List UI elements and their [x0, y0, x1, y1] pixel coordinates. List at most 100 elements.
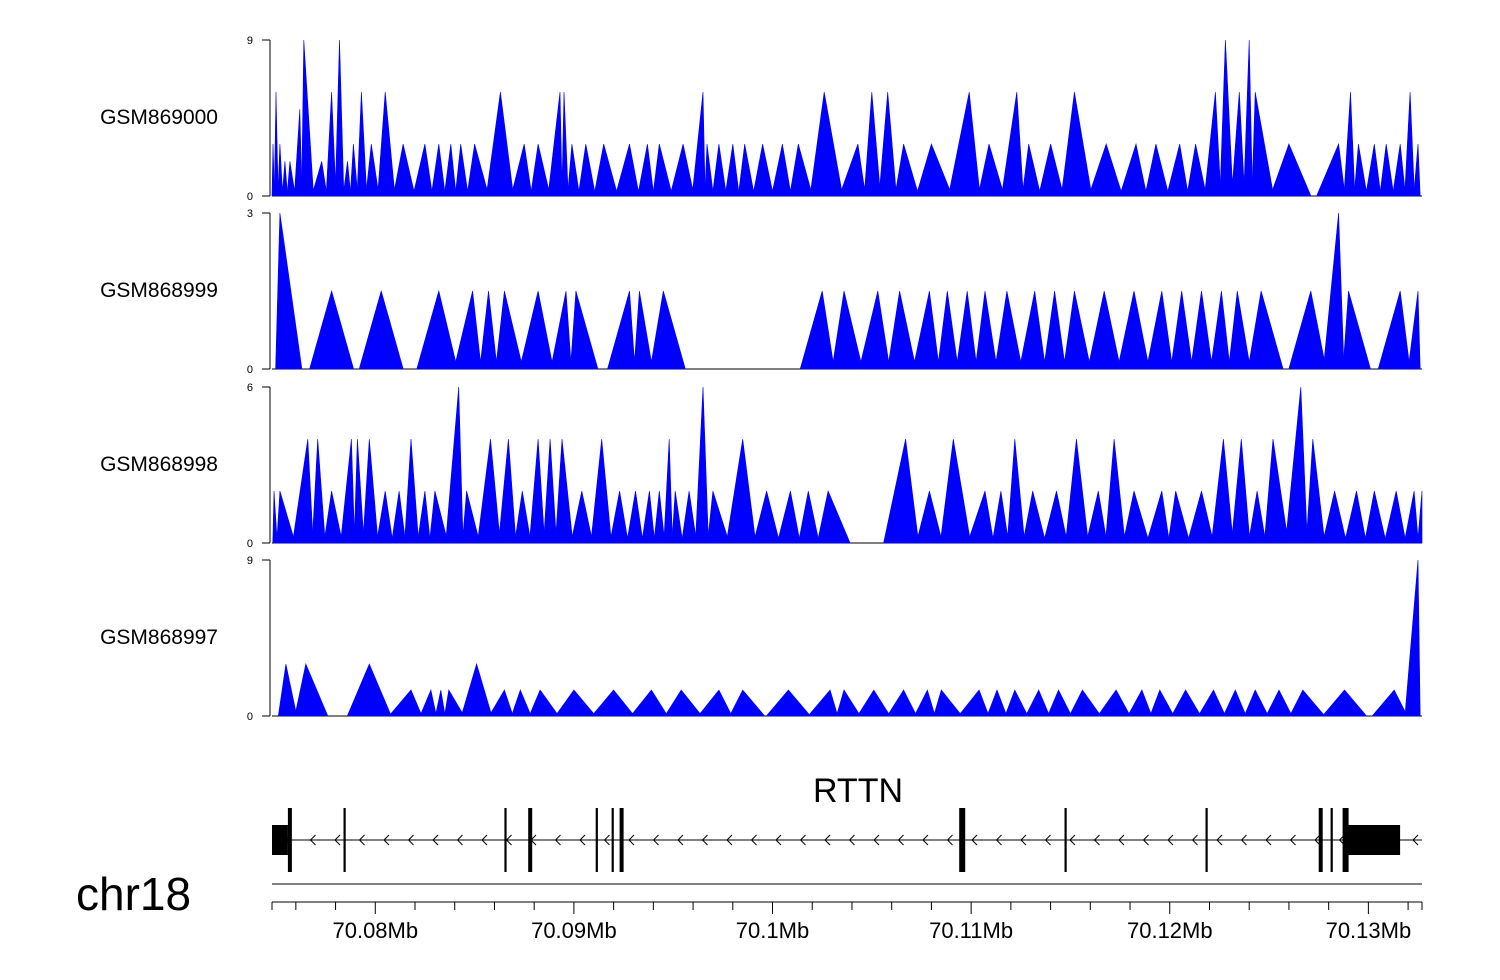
chromosome-label: chr18 — [76, 868, 191, 920]
strand-arrow — [383, 834, 390, 846]
strand-arrow — [677, 834, 684, 846]
coverage-peak — [1364, 490, 1387, 544]
coverage-peak — [1288, 290, 1327, 370]
y-tick-label-max: 9 — [247, 555, 253, 567]
coverage-peak — [445, 386, 464, 544]
coverage-peak — [887, 290, 917, 370]
coverage-peak — [1247, 290, 1284, 370]
coverage-peak — [1417, 490, 1423, 544]
coverage-peak — [377, 91, 396, 197]
coverage-peak — [1243, 689, 1269, 717]
axis-tick-label: 70.12Mb — [1127, 918, 1213, 943]
coverage-peak — [1006, 438, 1026, 544]
coverage-peak — [691, 91, 706, 197]
coverage-peak — [346, 663, 392, 717]
coverage-peak — [461, 490, 481, 544]
coverage-peak — [1146, 490, 1170, 544]
coverage-peak — [798, 490, 820, 544]
coverage-peak — [1186, 490, 1214, 544]
strand-arrow — [971, 834, 978, 846]
coverage-peak — [273, 91, 279, 197]
coverage-peak — [1197, 689, 1226, 717]
coverage-peak — [1322, 212, 1345, 370]
coverage-peak — [1166, 143, 1189, 197]
coverage-peak — [1379, 143, 1395, 197]
coverage-peak — [349, 143, 359, 197]
coverage-peak — [1146, 290, 1174, 370]
coverage-peak — [858, 290, 891, 370]
coverage-peak — [937, 290, 959, 370]
coverage-peak — [641, 490, 656, 544]
coverage-peak — [629, 689, 669, 717]
gene-exon — [959, 808, 966, 872]
coverage-peak — [593, 143, 619, 197]
strand-arrow — [554, 834, 561, 846]
coverage-peak — [365, 143, 380, 197]
coverage-peak — [789, 143, 813, 197]
strand-arrow — [824, 834, 831, 846]
strand-arrow — [1216, 834, 1223, 846]
coverage-peak — [939, 438, 972, 544]
coverage-peak — [1119, 142, 1148, 197]
strand-arrow — [1265, 834, 1272, 846]
coverage-peak — [807, 689, 839, 717]
strand-arrow — [579, 834, 586, 846]
coverage-peak — [886, 689, 918, 717]
coverage-peak — [894, 143, 920, 197]
coverage-peak — [528, 689, 560, 717]
coverage-peak — [1186, 143, 1207, 197]
strand-arrow — [432, 834, 439, 846]
coverage-peak — [809, 91, 844, 197]
coverage-peak — [1344, 490, 1367, 544]
coverage-peak — [444, 689, 465, 717]
gene-exon — [619, 808, 624, 872]
track-label: GSM868999 — [100, 279, 218, 302]
coverage-peak — [362, 438, 379, 544]
gene-exon — [272, 825, 288, 855]
coverage-peak — [1407, 290, 1421, 370]
gene-exon — [504, 808, 507, 872]
coverage-peak — [816, 490, 851, 544]
coverage-peak — [342, 161, 352, 197]
coverage-peak — [863, 91, 881, 197]
coverage-peak — [477, 438, 501, 544]
coverage-peak — [1371, 689, 1408, 717]
coverage-peak — [1222, 689, 1247, 717]
coverage-peak — [957, 689, 990, 717]
strand-arrow — [799, 834, 806, 846]
gene-name-label: RTTN — [813, 772, 903, 810]
coverage-peak — [309, 289, 354, 370]
genome-axis: 70.08Mb 70.09Mb 70.1Mb 70.11Mb 70.12Mb 70.13M… — [271, 883, 1423, 943]
coverage-peak — [1127, 689, 1153, 717]
coverage-peak — [488, 689, 514, 717]
gene-exon — [343, 808, 346, 872]
strand-arrow — [848, 834, 855, 846]
coverage-peak — [1342, 290, 1371, 370]
coverage-peak — [1211, 438, 1234, 544]
coverage-peak — [1219, 39, 1234, 197]
coverage-peak — [334, 39, 345, 197]
y-tick-label-zero: 0 — [247, 364, 253, 376]
coverage-peak — [1404, 559, 1421, 717]
strand-arrow — [1167, 834, 1174, 846]
strand-arrow — [603, 834, 610, 846]
coverage-peak — [1060, 91, 1093, 197]
coverage-peak — [392, 143, 416, 197]
coverage-peak — [1321, 689, 1368, 717]
coverage-peak — [671, 490, 684, 544]
coverage-peak — [286, 161, 296, 197]
coverage-peak — [443, 143, 457, 197]
strand-arrow — [481, 834, 488, 846]
axis-tick-label: 70.1Mb — [736, 918, 809, 943]
coverage-peak — [1149, 689, 1175, 717]
coverage-peak — [275, 212, 303, 370]
strand-arrow — [407, 834, 414, 846]
gene-exon — [1318, 808, 1323, 872]
coverage-peak — [637, 143, 655, 197]
coverage-peak — [554, 689, 597, 717]
coverage-peak — [555, 438, 574, 544]
coverage-peak — [419, 688, 437, 717]
coverage-peak — [1004, 689, 1029, 717]
coverage-peak — [1087, 290, 1121, 370]
coverage-peak — [430, 143, 446, 197]
